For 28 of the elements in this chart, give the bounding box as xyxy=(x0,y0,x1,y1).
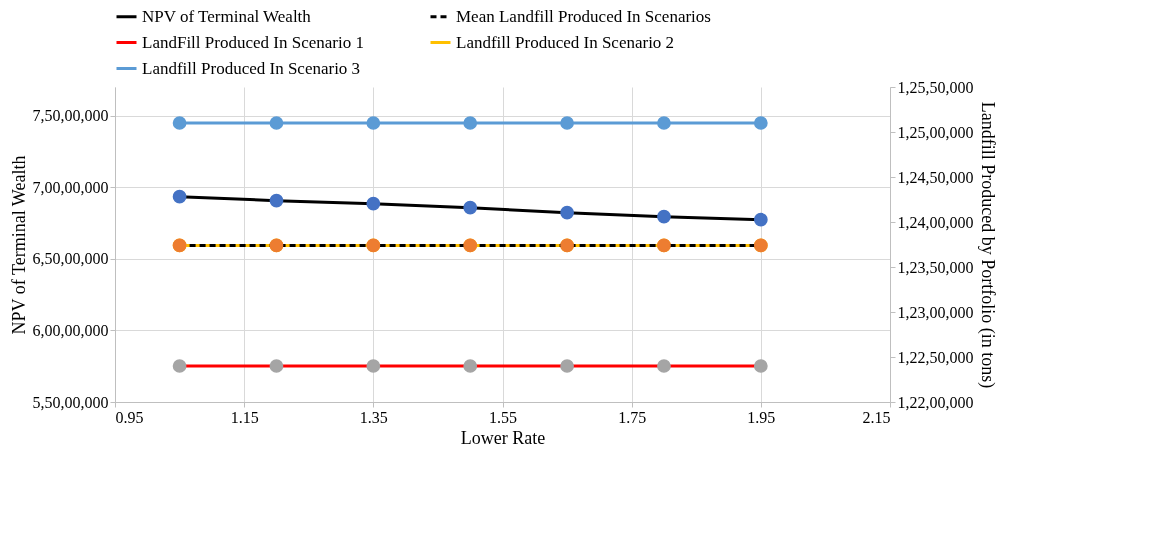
y2-tick-label: 1,22,00,000 xyxy=(897,393,974,411)
y-tick-label: 7,00,00,000 xyxy=(32,178,109,196)
y-tick-label: 5,50,00,000 xyxy=(32,393,109,411)
legend-label: NPV of Terminal Wealth xyxy=(142,6,312,26)
y2-tick-label: 1,24,00,000 xyxy=(897,213,974,231)
legend-label: Landfill Produced In Scenario 3 xyxy=(142,58,361,78)
y2-tick-label: 1,22,50,000 xyxy=(897,348,974,366)
y2-tick-label: 1,24,50,000 xyxy=(897,168,974,186)
x-tick-label: 2.15 xyxy=(862,408,891,426)
y2-tick-label: 1,25,50,000 xyxy=(897,78,974,96)
y-tick-label: 6,50,00,000 xyxy=(32,250,109,268)
y2-tick-label: 1,23,00,000 xyxy=(897,303,974,321)
legend-label: Mean Landfill Produced In Scenarios xyxy=(456,6,711,26)
x-tick-label: 1.15 xyxy=(230,408,259,426)
x-tick-label: 1.55 xyxy=(489,408,517,426)
x-tick-label: 1.75 xyxy=(618,408,647,426)
x-tick-label: 1.35 xyxy=(359,408,388,426)
legend-label: LandFill Produced In Scenario 1 xyxy=(142,32,364,52)
x-tick-label: 1.95 xyxy=(747,408,776,426)
y-tick-label: 6,00,00,000 xyxy=(32,321,109,339)
x-tick-label: 0.95 xyxy=(115,408,144,426)
y-axis-title: NPV of Terminal Wealth xyxy=(8,155,29,335)
y2-tick-label: 1,25,00,000 xyxy=(897,123,974,141)
x-axis-title: Lower Rate xyxy=(460,427,546,448)
legend-label: Landfill Produced In Scenario 2 xyxy=(456,32,675,52)
y2-axis-title: Landfill Produced by Portfolio (in tons) xyxy=(976,101,998,389)
y2-tick-label: 1,23,50,000 xyxy=(897,258,974,276)
y-tick-label: 7,50,00,000 xyxy=(32,107,109,125)
